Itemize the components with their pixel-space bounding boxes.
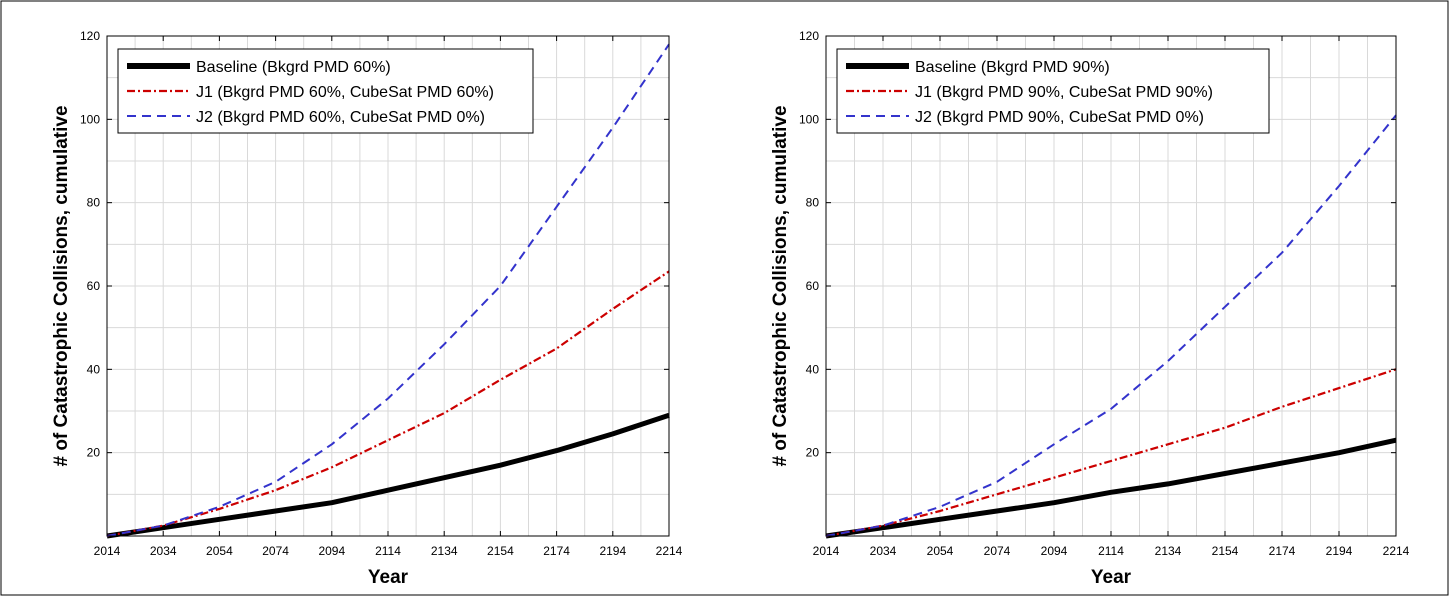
legend-entry-baseline: Baseline (Bkgrd PMD 90%) [915, 59, 1110, 76]
legend-entry-j1: J1 (Bkgrd PMD 60%, CubeSat PMD 60%) [196, 84, 494, 101]
x-tick-label: 2134 [1155, 544, 1182, 558]
y-tick-label: 80 [87, 196, 101, 210]
x-tick-label: 2054 [206, 544, 233, 558]
x-tick-label: 2014 [94, 544, 121, 558]
legend-entry-j2: J2 (Bkgrd PMD 60%, CubeSat PMD 0%) [196, 109, 485, 126]
left-chart: 2014 2034 2054 2074 2094 2114 2134 2154 2174 2194… [51, 29, 683, 588]
y-axis-label: # of Catastrophic Collisions, cumulative [770, 105, 791, 466]
x-axis-label: Year [1091, 567, 1132, 588]
x-tick-label: 2014 [813, 544, 840, 558]
x-tick-label: 2114 [375, 544, 401, 558]
x-tick-label: 2174 [1269, 544, 1296, 558]
x-tick-label: 2094 [318, 544, 345, 558]
x-tick-label: 2034 [150, 544, 177, 558]
legend: Baseline (Bkgrd PMD 90%) J1 (Bkgrd PMD 90… [836, 48, 1270, 134]
y-tick-label: 100 [799, 112, 819, 126]
y-tick-label: 60 [87, 279, 101, 293]
y-tick-label: 80 [806, 196, 820, 210]
legend: Baseline (Bkgrd PMD 60%) J1 (Bkgrd PMD 60… [117, 48, 534, 134]
x-tick-label: 2034 [870, 544, 897, 558]
legend-entry-baseline: Baseline (Bkgrd PMD 60%) [196, 59, 391, 76]
y-tick-label: 40 [806, 362, 820, 376]
x-tick-label: 2214 [656, 544, 683, 558]
y-tick-label: 60 [806, 279, 820, 293]
x-tick-label: 2054 [927, 544, 954, 558]
x-axis-label: Year [368, 567, 409, 588]
y-tick-label: 20 [87, 446, 101, 460]
x-tick-label: 2194 [599, 544, 626, 558]
series-line-baseline [825, 437, 1397, 539]
series-line-j2 [825, 114, 1397, 537]
x-tick-label: 2114 [1098, 544, 1124, 558]
series-line-baseline [106, 412, 670, 539]
x-tick-label: 2074 [984, 544, 1011, 558]
x-tick-label: 2154 [487, 544, 514, 558]
x-tick-label: 2174 [543, 544, 570, 558]
right-chart: 2014 2034 2054 2074 2094 2114 2134 2154 2174 2194… [770, 29, 1410, 588]
legend-entry-j1: J1 (Bkgrd PMD 90%, CubeSat PMD 90%) [915, 84, 1213, 101]
y-tick-label: 120 [799, 29, 819, 43]
x-tick-label: 2134 [431, 544, 458, 558]
series-line-j1 [825, 368, 1397, 538]
y-tick-label: 40 [87, 362, 101, 376]
legend-entry-j2: J2 (Bkgrd PMD 90%, CubeSat PMD 0%) [915, 109, 1204, 126]
y-tick-label: 120 [80, 29, 100, 43]
y-axis-label: # of Catastrophic Collisions, cumulative [51, 105, 72, 466]
x-tick-label: 2214 [1383, 544, 1410, 558]
y-tick-label: 100 [80, 112, 100, 126]
x-tick-label: 2154 [1212, 544, 1239, 558]
x-tick-label: 2194 [1326, 544, 1353, 558]
series-line-j2 [106, 43, 670, 537]
series-line-j1 [106, 270, 670, 538]
x-tick-label: 2074 [262, 544, 289, 558]
y-tick-label: 20 [806, 446, 820, 460]
x-tick-label: 2094 [1041, 544, 1068, 558]
